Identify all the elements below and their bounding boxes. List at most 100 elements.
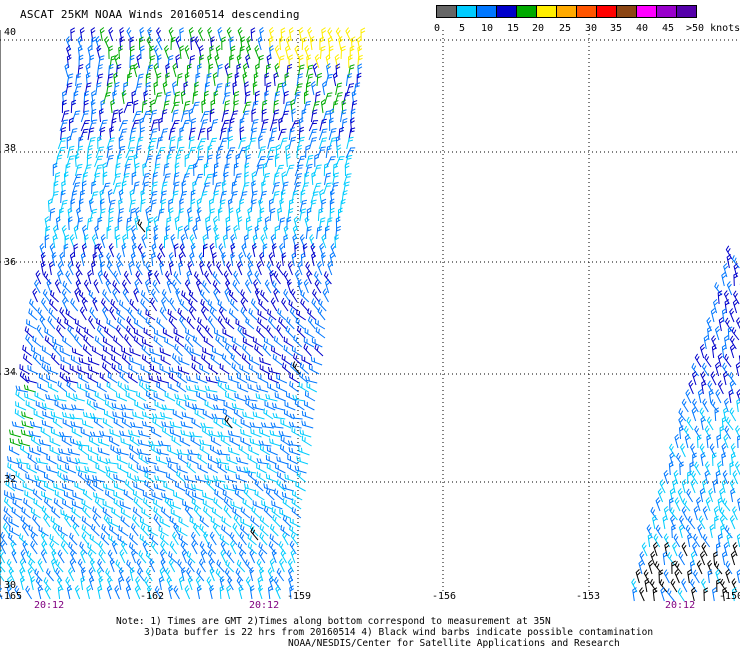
wind-barb <box>34 475 47 483</box>
wind-barb <box>145 309 156 321</box>
wind-barb <box>301 36 307 51</box>
wind-barb <box>124 384 137 393</box>
wind-barb <box>12 498 23 510</box>
wind-barb <box>267 374 279 384</box>
wind-barb <box>258 542 268 555</box>
wind-barb <box>242 328 254 339</box>
wind-barb <box>238 252 244 267</box>
wind-barb <box>77 45 83 60</box>
wind-barb <box>111 363 122 375</box>
wind-barb <box>80 428 92 438</box>
wind-barb <box>25 473 37 483</box>
wind-barb <box>729 335 737 350</box>
wind-barb <box>696 434 702 449</box>
wind-barb <box>118 198 124 213</box>
wind-barb <box>306 270 312 285</box>
wind-barb <box>298 126 305 141</box>
wind-barb <box>233 162 239 177</box>
wind-barb <box>83 334 92 348</box>
wind-barb <box>32 288 38 303</box>
wind-barb <box>335 216 341 231</box>
wind-barb <box>188 306 196 321</box>
wind-barb <box>288 127 296 141</box>
wind-barb <box>57 576 64 591</box>
wind-barb <box>153 225 159 240</box>
lon-label: -150 <box>719 591 740 602</box>
wind-barb <box>170 119 180 132</box>
wind-barb <box>210 118 219 132</box>
wind-barb <box>129 452 140 465</box>
wind-barb <box>3 506 13 519</box>
wind-barb <box>206 72 212 87</box>
wind-barb <box>132 411 144 420</box>
wind-barb <box>229 110 239 123</box>
wind-barb <box>254 288 261 303</box>
wind-barb <box>258 135 263 150</box>
wind-barb <box>29 421 43 429</box>
wind-barb <box>97 243 104 258</box>
wind-barb <box>128 364 139 375</box>
wind-barb <box>83 164 92 177</box>
wind-barb <box>673 470 679 485</box>
wind-barb <box>325 54 331 69</box>
wind-barb <box>266 446 278 456</box>
wind-barb <box>714 515 719 530</box>
wind-barb <box>169 372 180 384</box>
wind-barb <box>151 427 162 438</box>
wind-barb <box>82 505 91 519</box>
wind-barb <box>158 243 166 258</box>
wind-barb <box>294 164 304 177</box>
wind-barb <box>192 225 198 240</box>
wind-barb <box>61 180 67 195</box>
wind-barb <box>266 308 277 321</box>
wind-barb <box>245 54 251 69</box>
wind-barb <box>92 475 105 483</box>
wind-barb <box>199 261 205 276</box>
wind-barb <box>297 261 303 276</box>
wind-barb <box>33 409 45 420</box>
wind-barb <box>687 569 693 584</box>
wind-barb <box>160 558 167 573</box>
wind-barb <box>32 514 41 528</box>
wind-barb <box>60 540 69 555</box>
wind-barb <box>136 558 144 573</box>
wind-barb <box>321 198 327 213</box>
note-line-3: NOAA/NESDIS/Center for Satellite Applica… <box>288 638 620 649</box>
wind-barb <box>65 576 73 591</box>
wind-barb <box>191 101 200 114</box>
wind-barb <box>83 234 89 249</box>
wind-barb <box>346 136 354 150</box>
wind-barb <box>272 109 280 123</box>
wind-barb <box>252 336 263 348</box>
wind-barb <box>114 225 120 240</box>
wind-barb <box>132 489 143 501</box>
wind-barb <box>251 403 265 411</box>
wind-barb <box>10 540 17 555</box>
wind-barb <box>70 298 79 312</box>
wind-barb <box>20 549 27 564</box>
wind-barb <box>159 261 165 276</box>
wind-barb <box>140 45 145 60</box>
wind-barb <box>197 317 207 330</box>
wind-barb <box>202 182 211 195</box>
wind-barb <box>232 344 242 357</box>
wind-barb <box>652 542 658 557</box>
wind-barb <box>236 559 246 573</box>
wind-barb <box>258 585 264 600</box>
wind-barb <box>210 353 221 366</box>
wind-barb <box>54 279 61 294</box>
wind-barb <box>108 199 116 213</box>
wind-barb <box>213 90 219 105</box>
wind-barb <box>103 271 112 285</box>
wind-barb <box>668 461 674 476</box>
wind-barb <box>727 326 733 341</box>
wind-barb <box>135 270 143 285</box>
wind-barb <box>706 416 714 431</box>
wind-barb <box>200 306 208 321</box>
wind-barb <box>233 225 239 240</box>
wind-barb <box>112 90 118 105</box>
wind-barb <box>280 524 291 537</box>
wind-barb <box>63 474 76 483</box>
wind-barb <box>44 216 50 231</box>
wind-barb <box>702 533 711 548</box>
